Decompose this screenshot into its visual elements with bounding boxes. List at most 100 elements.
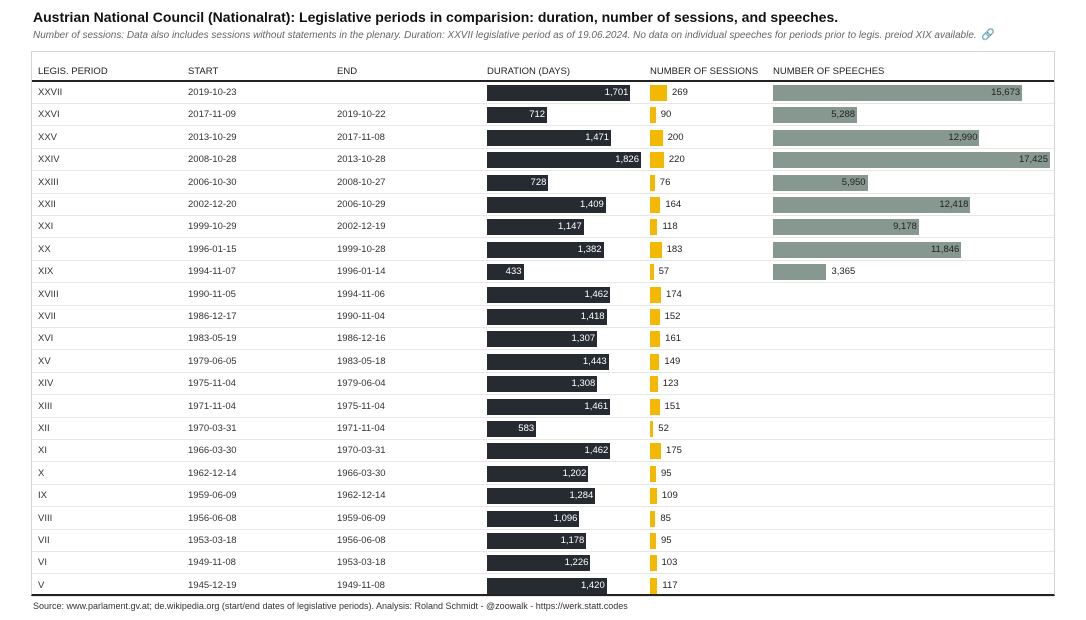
link-icon[interactable]: 🔗 [981, 29, 995, 41]
sessions-label: 118 [662, 221, 678, 233]
sessions-bar [650, 129, 663, 146]
sessions-bar [650, 376, 658, 393]
period-cell: XX [38, 243, 51, 255]
start-cell: 1953-03-18 [188, 535, 237, 546]
sessions-bar [650, 107, 656, 124]
end-cell: 2002-12-19 [337, 221, 386, 233]
period-cell: XXVI [38, 109, 60, 121]
duration-bar [487, 555, 591, 572]
sessions-bar [650, 465, 656, 482]
start-cell: 1970-03-31 [188, 423, 237, 434]
period-cell: XXV [38, 131, 58, 143]
start-cell: 1949-11-08 [188, 557, 236, 569]
duration-label: 1,701 [604, 87, 629, 98]
start-cell: 2006-10-30 [188, 176, 237, 188]
sessions-label: 149 [664, 355, 681, 367]
end-cell: 2006-10-29 [337, 199, 386, 210]
period-cell: V [38, 579, 45, 591]
period-cell: XV [38, 355, 51, 367]
header-duration: DURATION (DAYS) [487, 66, 571, 77]
sessions-label: 164 [665, 199, 682, 210]
end-cell: 2008-10-27 [337, 176, 386, 188]
header-period: LEGIS. PERIOD [38, 66, 108, 77]
speeches-bar [773, 152, 1050, 169]
duration-bar [487, 85, 631, 101]
start-cell: 1983-05-19 [188, 333, 237, 345]
speeches-bar [773, 197, 971, 213]
end-cell: 1949-11-08 [337, 579, 385, 591]
duration-bar [487, 353, 609, 370]
table-row: IX 1959-06-09 1962-12-14 1,284 109 [32, 485, 1054, 508]
duration-bar [487, 241, 604, 258]
duration-bar [487, 331, 598, 348]
sessions-label: 151 [664, 400, 681, 412]
period-cell: XXI [38, 221, 54, 233]
sessions-label: 152 [664, 311, 681, 322]
sessions-bar [650, 577, 658, 594]
start-cell: 1971-11-04 [188, 400, 236, 412]
duration-bar [487, 376, 598, 393]
duration-label: 433 [505, 266, 522, 278]
duration-label: 1,826 [615, 154, 639, 166]
table-row: VIII 1956-06-08 1959-06-09 1,096 85 [32, 508, 1054, 530]
period-cell: XVIII [38, 288, 59, 300]
sessions-bar [650, 286, 661, 303]
table-row: XXIV 2008-10-28 2013-10-28 1,826 220 17,425 [32, 149, 1054, 172]
sessions-bar [650, 398, 660, 415]
chart-subtitle: Number of sessions: Data also includes s… [33, 30, 977, 41]
end-cell: 1962-12-14 [337, 490, 386, 502]
start-cell: 1999-10-29 [188, 221, 237, 233]
sessions-label: 109 [661, 490, 678, 502]
period-cell: XVII [38, 311, 56, 322]
table-panel [31, 51, 1055, 596]
sessions-bar [650, 331, 661, 348]
end-cell: 1953-03-18 [337, 557, 386, 569]
sessions-label: 85 [660, 512, 671, 524]
table-row: V 1945-12-19 1949-11-08 1,420 117 [32, 575, 1054, 597]
table-row: XI 1966-03-30 1970-03-31 1,462 175 [32, 440, 1054, 463]
duration-label: 1,462 [584, 288, 609, 300]
duration-label: 1,202 [562, 467, 587, 479]
duration-label: 1,461 [584, 400, 609, 412]
sessions-label: 103 [661, 557, 678, 569]
start-cell: 2017-11-09 [188, 109, 236, 121]
sessions-label: 220 [668, 154, 685, 166]
speeches-bar [773, 129, 980, 146]
duration-label: 1,307 [571, 333, 596, 345]
sessions-bar [650, 152, 664, 169]
duration-bar [487, 219, 584, 236]
period-cell: IX [38, 490, 47, 502]
sessions-label: 95 [661, 467, 672, 479]
table-row: XIV 1975-11-04 1979-06-04 1,308 123 [32, 373, 1054, 396]
table-row: XXI 1999-10-29 2002-12-19 1,147 118 9,178 [32, 216, 1054, 239]
duration-bar [487, 398, 611, 415]
duration-label: 728 [530, 176, 547, 188]
table-row: XV 1979-06-05 1983-05-18 1,443 149 [32, 351, 1054, 373]
sessions-label: 200 [667, 131, 684, 143]
duration-bar [487, 264, 524, 281]
duration-label: 1,284 [569, 490, 594, 502]
sessions-label: 57 [658, 266, 670, 278]
end-cell: 1994-11-06 [337, 288, 385, 300]
duration-bar [487, 577, 607, 594]
duration-bar [487, 309, 607, 325]
table-row: XIX 1994-11-07 1996-01-14 433 57 3,365 [32, 261, 1054, 284]
start-cell: 2019-10-23 [188, 87, 237, 98]
duration-label: 712 [529, 109, 546, 121]
period-cell: XXIV [38, 154, 60, 166]
table-row: XXV 2013-10-29 2017-11-08 1,471 200 12,990 [32, 127, 1054, 149]
start-cell: 1959-06-09 [188, 490, 237, 502]
table-row: XVII 1986-12-17 1990-11-04 1,418 152 [32, 306, 1054, 328]
period-cell: XVI [38, 333, 54, 345]
table-row: XIII 1971-11-04 1975-11-04 1,461 151 [32, 396, 1054, 418]
period-cell: XXIII [38, 176, 59, 188]
sessions-bar [650, 264, 654, 281]
duration-bar [487, 465, 589, 482]
sessions-label: 76 [659, 176, 671, 188]
end-cell: 1983-05-18 [337, 355, 386, 367]
end-cell: 1979-06-04 [337, 378, 386, 390]
header-end: END [337, 66, 358, 77]
duration-label: 1,418 [580, 311, 605, 322]
sessions-bar [650, 85, 667, 101]
start-cell: 1956-06-08 [188, 512, 237, 524]
